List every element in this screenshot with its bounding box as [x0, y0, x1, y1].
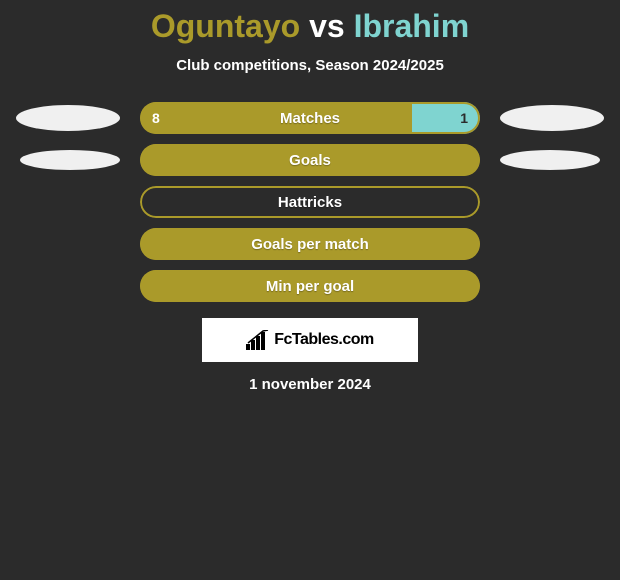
stat-bar: Matches8 1	[140, 102, 480, 134]
player1-name: Oguntayo	[151, 8, 300, 44]
player2-avatar	[500, 150, 600, 170]
stat-row: Hattricks	[0, 186, 620, 218]
stat-row: Min per goal	[0, 270, 620, 302]
stat-bar: Hattricks	[140, 186, 480, 218]
player1-avatar	[16, 105, 120, 131]
stat-bar: Goals	[140, 144, 480, 176]
stat-bar: Goals per match	[140, 228, 480, 260]
bar-label: Matches	[140, 102, 480, 134]
logo-text: FcTables.com	[274, 331, 374, 349]
player1-avatar	[20, 150, 120, 170]
player2-avatar	[500, 105, 604, 131]
bar-label: Goals per match	[140, 228, 480, 260]
vs-text: vs	[309, 8, 345, 44]
logo-box: FcTables.com	[202, 318, 418, 362]
bar-left-value: 8	[152, 102, 160, 134]
stat-row: Matches8 1	[0, 102, 620, 134]
player2-name: Ibrahim	[354, 8, 470, 44]
stat-row: Goals	[0, 144, 620, 176]
bar-label: Hattricks	[140, 186, 480, 218]
subtitle: Club competitions, Season 2024/2025	[0, 57, 620, 74]
bar-label: Goals	[140, 144, 480, 176]
stat-bar: Min per goal	[140, 270, 480, 302]
logo: FcTables.com	[246, 330, 374, 350]
stat-bars-container: Matches8 1 Goals Hattricks Goals per match Mi…	[0, 102, 620, 302]
bar-right-value: 1	[460, 102, 468, 134]
comparison-infographic: Oguntayo vs Ibrahim Club competitions, S…	[0, 0, 620, 393]
chart-icon	[246, 330, 270, 350]
date: 1 november 2024	[0, 376, 620, 393]
page-title: Oguntayo vs Ibrahim	[0, 8, 620, 45]
stat-row: Goals per match	[0, 228, 620, 260]
bar-label: Min per goal	[140, 270, 480, 302]
